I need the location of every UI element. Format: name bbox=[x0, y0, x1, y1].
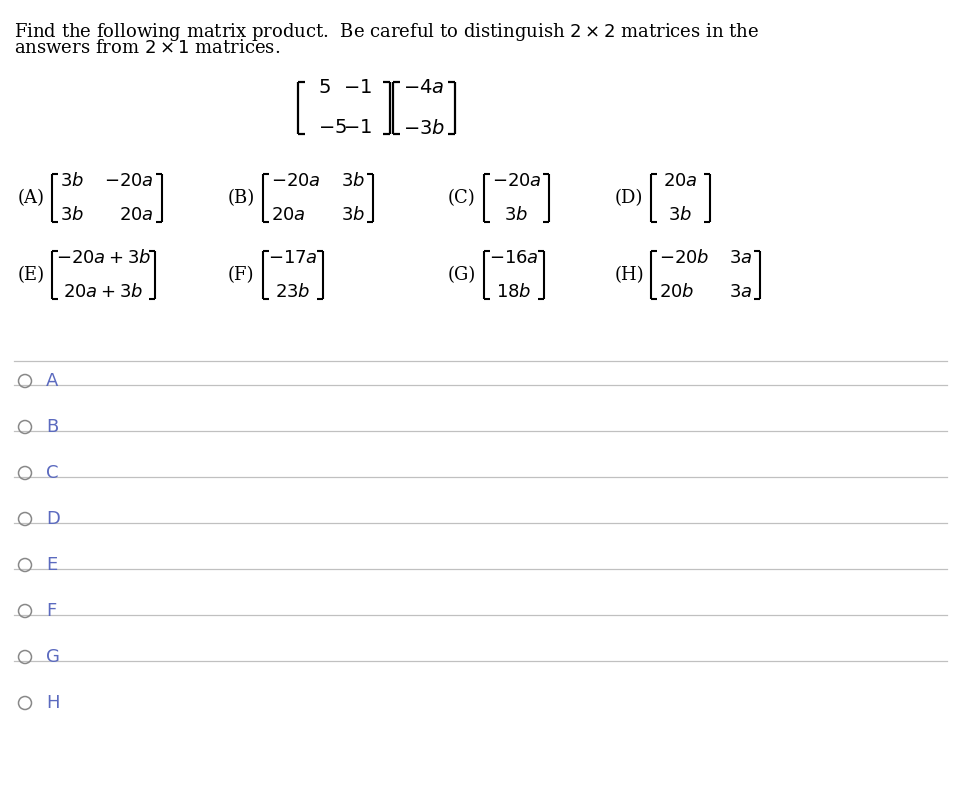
Text: D: D bbox=[46, 510, 60, 528]
Text: $18b$: $18b$ bbox=[496, 283, 531, 301]
Text: $-20a$: $-20a$ bbox=[104, 172, 154, 190]
Text: $3b$: $3b$ bbox=[669, 206, 693, 224]
Text: $-3b$: $-3b$ bbox=[403, 118, 445, 137]
Text: $-1$: $-1$ bbox=[343, 119, 372, 137]
Text: $20b$: $20b$ bbox=[659, 283, 695, 301]
Text: (F): (F) bbox=[228, 266, 255, 284]
Text: answers from $2 \times 1$ matrices.: answers from $2 \times 1$ matrices. bbox=[14, 39, 281, 57]
Text: (E): (E) bbox=[18, 266, 45, 284]
Text: $3b$: $3b$ bbox=[60, 172, 84, 190]
Text: (H): (H) bbox=[615, 266, 645, 284]
Text: $-5$: $-5$ bbox=[318, 119, 347, 137]
Text: (D): (D) bbox=[615, 189, 643, 207]
Text: $23b$: $23b$ bbox=[275, 283, 310, 301]
Text: $-20a + 3b$: $-20a + 3b$ bbox=[56, 249, 151, 267]
Text: F: F bbox=[46, 602, 57, 620]
Text: E: E bbox=[46, 556, 58, 574]
Text: (B): (B) bbox=[228, 189, 256, 207]
Text: $3a$: $3a$ bbox=[728, 249, 752, 267]
Text: $20a$: $20a$ bbox=[271, 206, 306, 224]
Text: H: H bbox=[46, 694, 60, 712]
Text: A: A bbox=[46, 372, 59, 390]
Text: B: B bbox=[46, 418, 59, 436]
Text: $3b$: $3b$ bbox=[341, 206, 365, 224]
Text: $5$: $5$ bbox=[318, 79, 331, 97]
Text: C: C bbox=[46, 464, 59, 482]
Text: $3a$: $3a$ bbox=[728, 283, 752, 301]
Text: $20a$: $20a$ bbox=[119, 206, 154, 224]
Text: Find the following matrix product.  Be careful to distinguish $2 \times 2$ matri: Find the following matrix product. Be ca… bbox=[14, 21, 759, 43]
Text: $-20a$: $-20a$ bbox=[271, 172, 321, 190]
Text: $-20b$: $-20b$ bbox=[659, 249, 709, 267]
Text: (G): (G) bbox=[448, 266, 477, 284]
Text: $-16a$: $-16a$ bbox=[489, 249, 539, 267]
Text: $20a + 3b$: $20a + 3b$ bbox=[63, 283, 143, 301]
Text: $3b$: $3b$ bbox=[341, 172, 365, 190]
Text: $3b$: $3b$ bbox=[505, 206, 529, 224]
Text: $3b$: $3b$ bbox=[60, 206, 84, 224]
Text: $-4a$: $-4a$ bbox=[404, 79, 445, 97]
Text: $-20a$: $-20a$ bbox=[492, 172, 541, 190]
Text: $-1$: $-1$ bbox=[343, 79, 372, 97]
Text: (C): (C) bbox=[448, 189, 476, 207]
Text: G: G bbox=[46, 648, 60, 666]
Text: $20a$: $20a$ bbox=[663, 172, 698, 190]
Text: $-17a$: $-17a$ bbox=[268, 249, 318, 267]
Text: (A): (A) bbox=[18, 189, 45, 207]
